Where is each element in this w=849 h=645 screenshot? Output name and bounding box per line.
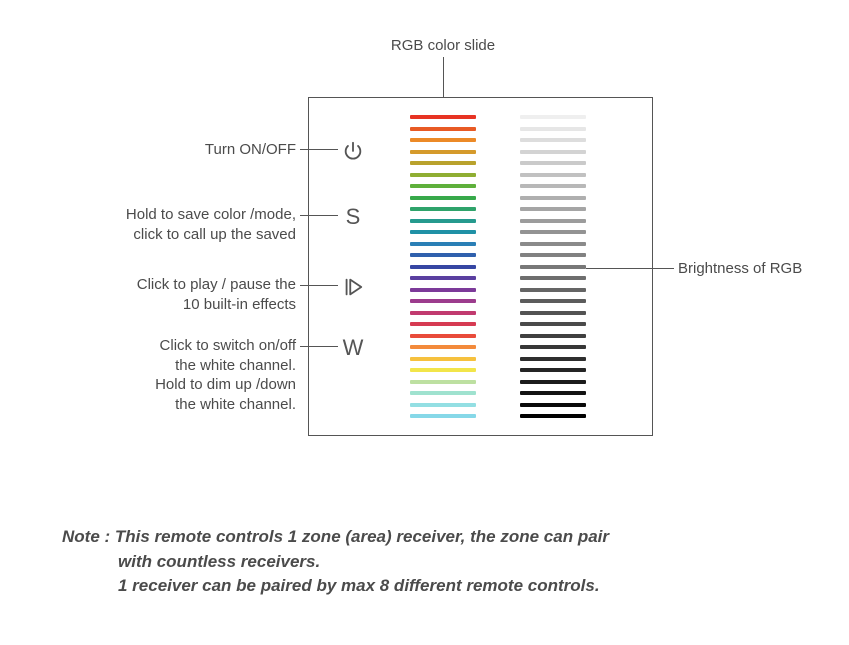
color-bar <box>410 207 476 211</box>
label-white: Click to switch on/off the white channel… <box>66 336 296 414</box>
rgb-color-slide[interactable] <box>410 115 476 418</box>
color-bar <box>410 276 476 280</box>
brightness-bar <box>520 219 586 223</box>
play-icon <box>342 276 364 298</box>
color-bar <box>410 127 476 131</box>
label-play: Click to play / pause the 10 built-in ef… <box>66 275 296 314</box>
brightness-bar <box>520 150 586 154</box>
play-button[interactable] <box>340 274 366 300</box>
save-button[interactable]: S <box>340 204 366 230</box>
color-bar <box>410 368 476 372</box>
brightness-bar <box>520 230 586 234</box>
brightness-bar <box>520 161 586 165</box>
brightness-bar <box>520 322 586 326</box>
leader-white <box>300 346 338 347</box>
color-bar <box>410 288 476 292</box>
brightness-bar <box>520 242 586 246</box>
power-button[interactable] <box>340 138 366 164</box>
color-bar <box>410 253 476 257</box>
leader-play <box>300 285 338 286</box>
brightness-bar <box>520 380 586 384</box>
color-bar <box>410 138 476 142</box>
color-bar <box>410 219 476 223</box>
brightness-bar <box>520 276 586 280</box>
label-rgb-color-slide: RGB color slide <box>363 37 523 54</box>
color-bar <box>410 242 476 246</box>
leader-top <box>443 57 444 97</box>
leader-right <box>586 268 674 269</box>
color-bar <box>410 173 476 177</box>
color-bar <box>410 357 476 361</box>
color-bar <box>410 380 476 384</box>
brightness-bar <box>520 207 586 211</box>
label-brightness: Brightness of RGB <box>678 260 802 277</box>
brightness-bar <box>520 265 586 269</box>
color-bar <box>410 184 476 188</box>
color-bar <box>410 230 476 234</box>
color-bar <box>410 196 476 200</box>
color-bar <box>410 403 476 407</box>
label-power: Turn ON/OFF <box>66 140 296 160</box>
brightness-bar <box>520 357 586 361</box>
brightness-bar <box>520 127 586 131</box>
brightness-bar <box>520 288 586 292</box>
brightness-bar <box>520 345 586 349</box>
diagram-root: RGB color slide Brightness of RGB Turn ON/… <box>0 0 849 645</box>
note-line: 1 receiver can be paired by max 8 differ… <box>62 574 609 599</box>
color-bar <box>410 161 476 165</box>
color-bar <box>410 115 476 119</box>
color-bar <box>410 150 476 154</box>
note-line: with countless receivers. <box>62 550 609 575</box>
white-button[interactable]: W <box>340 335 366 361</box>
leader-save <box>300 215 338 216</box>
color-bar <box>410 334 476 338</box>
color-bar <box>410 299 476 303</box>
brightness-bar <box>520 173 586 177</box>
color-bar <box>410 345 476 349</box>
brightness-bar <box>520 115 586 119</box>
note-text: Note : This remote controls 1 zone (area… <box>62 525 609 599</box>
color-bar <box>410 265 476 269</box>
color-bar <box>410 322 476 326</box>
brightness-bar <box>520 138 586 142</box>
leader-power <box>300 149 338 150</box>
brightness-bar <box>520 311 586 315</box>
label-save: Hold to save color /mode, click to call … <box>66 205 296 244</box>
color-bar <box>410 311 476 315</box>
save-icon: S <box>346 206 361 228</box>
color-bar <box>410 414 476 418</box>
brightness-bar <box>520 196 586 200</box>
power-icon <box>342 140 364 162</box>
brightness-bar <box>520 184 586 188</box>
brightness-bar <box>520 414 586 418</box>
brightness-bar <box>520 334 586 338</box>
brightness-bar <box>520 299 586 303</box>
brightness-bar <box>520 253 586 257</box>
white-icon: W <box>343 337 364 359</box>
brightness-slide[interactable] <box>520 115 586 418</box>
brightness-bar <box>520 368 586 372</box>
color-bar <box>410 391 476 395</box>
brightness-bar <box>520 391 586 395</box>
note-line: Note : This remote controls 1 zone (area… <box>62 525 609 550</box>
brightness-bar <box>520 403 586 407</box>
